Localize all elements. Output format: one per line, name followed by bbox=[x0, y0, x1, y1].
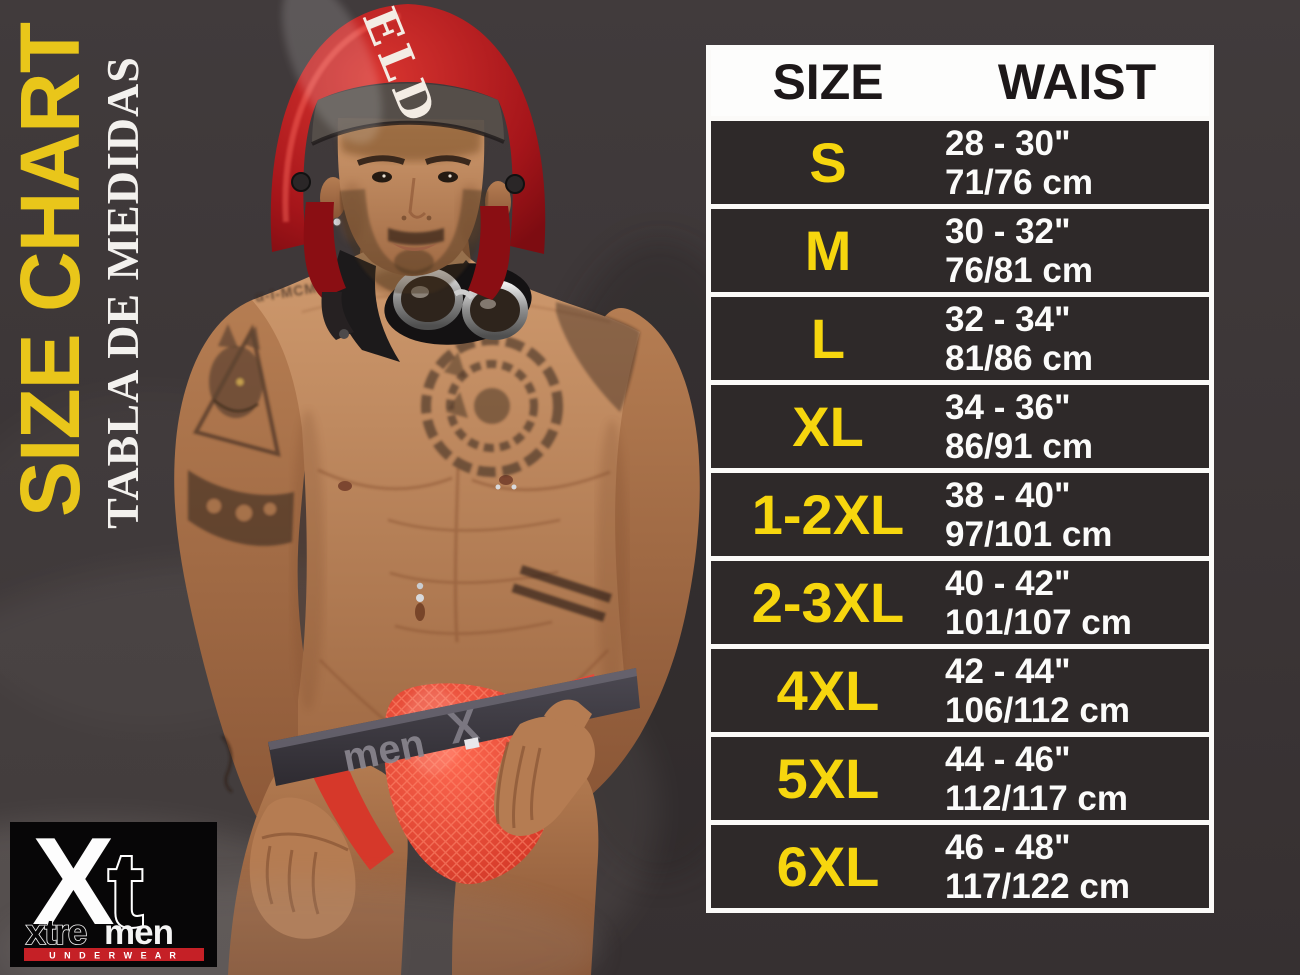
logo-monogram-t: t bbox=[108, 831, 143, 949]
logo-banner bbox=[24, 948, 204, 961]
waist-cell: 40 - 42" 101/107 cm bbox=[945, 561, 1209, 644]
size-table: SIZE WAIST S 28 - 30" 71/76 cm M 30 - 32… bbox=[706, 45, 1214, 913]
waist-cell: 42 - 44" 106/112 cm bbox=[945, 649, 1209, 732]
waist-inches: 28 - 30" bbox=[945, 123, 1071, 163]
waist-inches: 44 - 46" bbox=[945, 739, 1071, 779]
size-cell: 1-2XL bbox=[751, 483, 905, 546]
size-cell: XL bbox=[792, 395, 864, 458]
table-header: SIZE WAIST bbox=[711, 50, 1209, 116]
waist-cell: 46 - 48" 117/122 cm bbox=[945, 825, 1209, 908]
page-title: SIZE CHART bbox=[3, 23, 97, 517]
logo-word-solid: men bbox=[104, 913, 173, 952]
waist-inches: 30 - 32" bbox=[945, 211, 1071, 251]
size-cell: M bbox=[804, 219, 852, 282]
logo-word-outline: xtre bbox=[26, 913, 87, 952]
waist-cell: 32 - 34" 81/86 cm bbox=[945, 297, 1209, 380]
waist-cm: 101/107 cm bbox=[945, 602, 1132, 642]
size-row: 2-3XL 40 - 42" 101/107 cm bbox=[711, 556, 1209, 644]
size-cell: 2-3XL bbox=[751, 571, 905, 634]
size-row: S 28 - 30" 71/76 cm bbox=[711, 116, 1209, 204]
waist-cm: 81/86 cm bbox=[945, 338, 1093, 378]
logo-banner-text: U N D E R W E A R bbox=[49, 951, 179, 961]
size-cell: S bbox=[809, 131, 847, 194]
piercings bbox=[338, 475, 517, 621]
size-row: 1-2XL 38 - 40" 97/101 cm bbox=[711, 468, 1209, 556]
head bbox=[320, 118, 511, 298]
logo-badge: X t xtre men U N D E R W E A R bbox=[10, 813, 217, 967]
waist-cm: 86/91 cm bbox=[945, 426, 1093, 466]
page-subtitle-es: TABLA DE MEDIDAS bbox=[97, 56, 148, 529]
waist-cm: 106/112 cm bbox=[945, 690, 1130, 730]
waist-inches: 42 - 44" bbox=[945, 651, 1071, 691]
waistband bbox=[268, 668, 640, 786]
waist-cell: 38 - 40" 97/101 cm bbox=[945, 473, 1209, 556]
waist-inches: 38 - 40" bbox=[945, 475, 1071, 515]
waist-inches: 34 - 36" bbox=[945, 387, 1071, 427]
size-cell: 6XL bbox=[776, 835, 880, 898]
waist-cm: 112/117 cm bbox=[945, 778, 1129, 818]
tattoos: α-I-MCMXC bbox=[188, 276, 640, 794]
size-row: 5XL 44 - 46" 112/117 cm bbox=[711, 732, 1209, 820]
size-cell: L bbox=[810, 307, 846, 370]
size-row: 6XL 46 - 48" 117/122 cm bbox=[711, 820, 1209, 908]
xtremen-logo: X t xtre men U N D E R W E A R bbox=[10, 813, 217, 967]
waist-cm: 97/101 cm bbox=[945, 514, 1113, 554]
size-cell: 5XL bbox=[776, 747, 880, 810]
waist-inches: 46 - 48" bbox=[945, 827, 1071, 867]
waist-cell: 44 - 46" 112/117 cm bbox=[945, 737, 1209, 820]
waist-cm: 117/122 cm bbox=[945, 866, 1130, 906]
red-helmet: ELD bbox=[270, 0, 546, 340]
left-hand bbox=[494, 699, 595, 836]
col-header-waist: WAIST bbox=[997, 54, 1157, 110]
logo-monogram-x: X bbox=[32, 822, 115, 951]
waist-inches: 40 - 42" bbox=[945, 563, 1071, 603]
size-row: L 32 - 34" 81/86 cm bbox=[711, 292, 1209, 380]
size-row: 4XL 42 - 44" 106/112 cm bbox=[711, 644, 1209, 732]
waist-cell: 30 - 32" 76/81 cm bbox=[945, 209, 1209, 292]
col-header-size: SIZE bbox=[772, 54, 884, 110]
waist-cell: 34 - 36" 86/91 cm bbox=[945, 385, 1209, 468]
waist-inches: 32 - 34" bbox=[945, 299, 1071, 339]
size-row: XL 34 - 36" 86/91 cm bbox=[711, 380, 1209, 468]
torso bbox=[252, 250, 640, 762]
waist-cm: 71/76 cm bbox=[945, 162, 1093, 202]
waist-cm: 76/81 cm bbox=[945, 250, 1093, 290]
waist-cell: 28 - 30" 71/76 cm bbox=[945, 121, 1209, 204]
size-cell: 4XL bbox=[776, 659, 880, 722]
size-row: M 30 - 32" 76/81 cm bbox=[711, 204, 1209, 292]
